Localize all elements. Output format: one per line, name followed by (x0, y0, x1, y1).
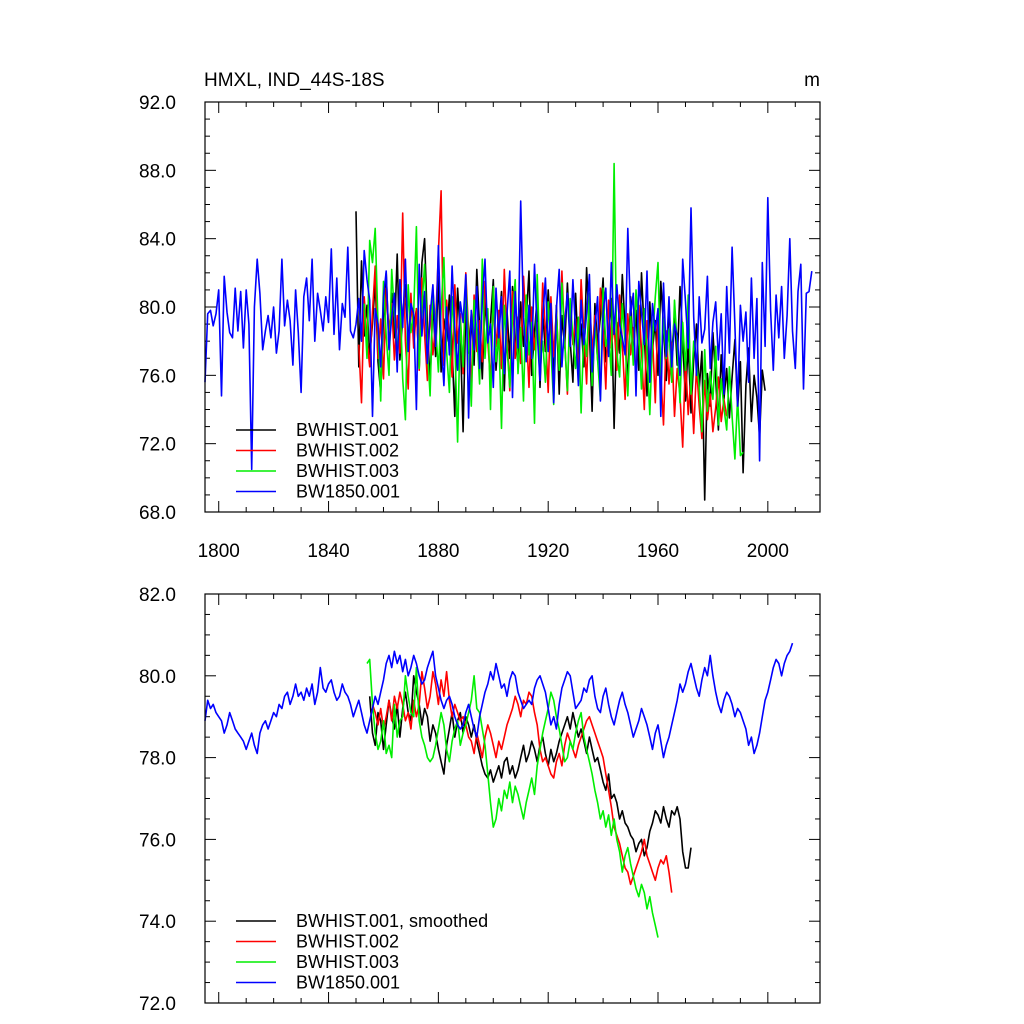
top-panel-ticks (205, 101, 820, 513)
x-tick-label: 1880 (417, 541, 459, 562)
top-panel-tick-labels: 1800 1840 1880 1920 1960 2000 68.0 72.0 76.0 80.0… (139, 93, 789, 562)
y-tick-label: 80.0 (139, 298, 176, 319)
x-tick-label: 2000 (747, 541, 789, 562)
top-panel-series (204, 162, 813, 501)
y-tick-label: 82.0 (139, 585, 176, 606)
legend-label: BWHIST.002 (296, 932, 399, 952)
series-line-1 (371, 670, 673, 893)
series-line-0 (355, 211, 766, 501)
bottom-panel-tick-labels: 72.0 74.0 76.0 78.0 80.0 82.0 (139, 585, 176, 1015)
bottom-panel: 72.0 74.0 76.0 78.0 80.0 82.0 BWHIST.001, smo… (139, 585, 821, 1015)
series-line-2 (366, 658, 659, 938)
legend-label: BW1850.001 (296, 482, 400, 502)
y-tick-label: 76.0 (139, 366, 176, 387)
x-tick-label: 1920 (527, 541, 569, 562)
legend-label: BWHIST.003 (296, 952, 399, 972)
y-tick-label: 68.0 (139, 503, 176, 524)
legend-label: BWHIST.003 (296, 461, 399, 481)
series-line-3 (204, 196, 813, 471)
y-tick-label: 72.0 (139, 435, 176, 456)
y-tick-label: 72.0 (139, 994, 176, 1015)
legend-label: BWHIST.002 (296, 441, 399, 461)
y-tick-label: 88.0 (139, 161, 176, 182)
bottom-panel-ticks (205, 593, 820, 1004)
top-panel-frame (204, 101, 821, 513)
x-tick-label: 1840 (307, 541, 349, 562)
y-tick-label: 76.0 (139, 830, 176, 851)
legend-label: BW1850.001 (296, 973, 400, 993)
bottom-panel-frame (204, 593, 821, 1004)
legend-label: BWHIST.001 (296, 420, 399, 440)
x-tick-label: 1960 (637, 541, 679, 562)
top-panel: HMXL, IND_44S-18S m 1800 1840 1880 1920 1960… (139, 70, 821, 562)
top-panel-title: HMXL, IND_44S-18S (204, 70, 385, 91)
top-panel-units: m (804, 70, 820, 91)
bottom-panel-legend: BWHIST.001, smoothedBWHIST.002BWHIST.003… (236, 911, 488, 993)
y-tick-label: 78.0 (139, 749, 176, 770)
x-tick-label: 1800 (198, 541, 240, 562)
series-line-3 (204, 642, 794, 759)
bottom-panel-series (204, 642, 794, 938)
series-line-0 (368, 674, 692, 869)
y-tick-label: 84.0 (139, 230, 176, 251)
y-tick-label: 92.0 (139, 93, 176, 114)
legend-label: BWHIST.001, smoothed (296, 911, 488, 931)
y-tick-label: 74.0 (139, 912, 176, 933)
y-tick-label: 80.0 (139, 667, 176, 688)
